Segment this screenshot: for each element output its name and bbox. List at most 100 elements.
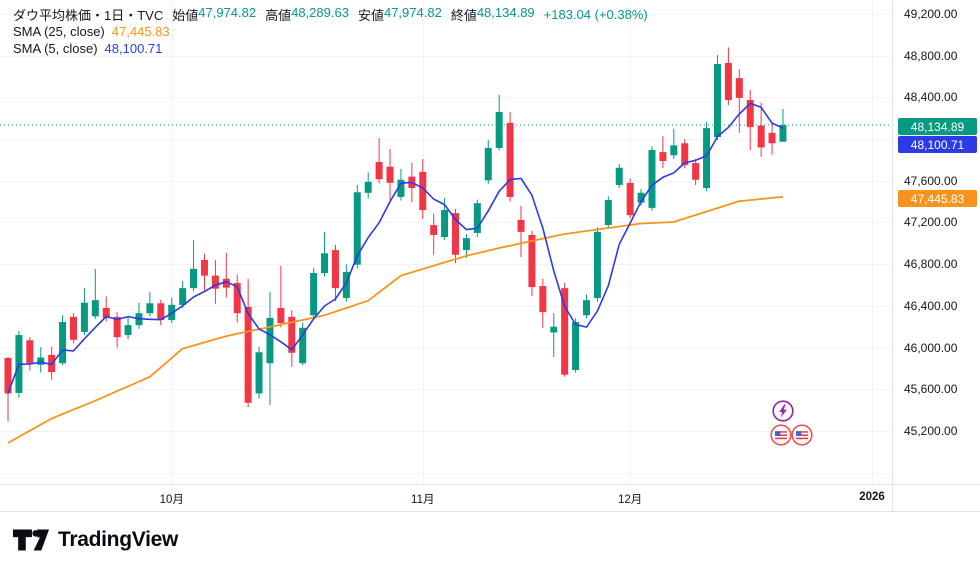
candle[interactable]	[659, 135, 667, 169]
candle[interactable]	[692, 158, 700, 185]
tradingview-logo[interactable]: TradingView	[12, 527, 178, 553]
candle[interactable]	[91, 268, 99, 319]
candle[interactable]	[746, 90, 754, 151]
candle[interactable]	[582, 294, 590, 319]
candle[interactable]	[550, 313, 558, 357]
sma5-value: 48,100.71	[104, 41, 163, 56]
candle[interactable]	[495, 94, 503, 151]
candle[interactable]	[615, 164, 623, 189]
candle[interactable]	[626, 178, 634, 219]
sma25-line[interactable]	[7, 196, 784, 444]
candle[interactable]	[200, 253, 208, 291]
ohlc-open: 始値 47,974.82	[172, 5, 256, 24]
candle[interactable]	[735, 69, 743, 133]
candle[interactable]	[244, 278, 252, 407]
candle-body	[572, 322, 580, 370]
candle[interactable]	[604, 196, 612, 229]
candle[interactable]	[59, 315, 67, 366]
candle-body	[364, 181, 372, 193]
candle-body	[506, 122, 514, 197]
candle[interactable]	[277, 265, 285, 328]
ohlc-high: 高値 48,289.63	[265, 5, 349, 24]
candle[interactable]	[168, 297, 176, 324]
candle[interactable]	[386, 148, 394, 201]
candle[interactable]	[69, 313, 77, 344]
candle-body	[681, 143, 689, 166]
candle[interactable]	[452, 208, 460, 264]
candle[interactable]	[670, 128, 678, 159]
candle-body	[4, 358, 12, 394]
candle[interactable]	[506, 111, 514, 202]
low-value: 47,974.82	[383, 5, 442, 20]
candle[interactable]	[375, 138, 383, 184]
us-flag-event-icon[interactable]	[770, 424, 792, 446]
chart-plot[interactable]	[0, 0, 892, 484]
candle[interactable]	[331, 244, 339, 302]
candle[interactable]	[113, 312, 121, 348]
candle-body	[593, 231, 601, 299]
candle[interactable]	[233, 274, 241, 323]
legend-symbol-row[interactable]: ダウ平均株価・1日・TVC 始値 47,974.82 高値 48,289.63 安値…	[13, 5, 648, 24]
price-axis[interactable]: 49,200.00 48,800.00 48,400.00 47,600.00 47,2…	[892, 0, 980, 484]
axis-corner-separator	[892, 485, 893, 511]
candle[interactable]	[26, 337, 34, 371]
candle-body	[539, 286, 547, 313]
sma5-line[interactable]	[7, 102, 784, 394]
candle[interactable]	[321, 231, 329, 277]
candle[interactable]	[146, 291, 154, 317]
candle[interactable]	[37, 347, 45, 373]
candle[interactable]	[768, 122, 776, 155]
candle[interactable]	[4, 356, 12, 422]
candle[interactable]	[757, 102, 765, 157]
candle[interactable]	[266, 291, 274, 405]
candle-body	[146, 303, 154, 314]
candle[interactable]	[255, 346, 263, 399]
candle[interactable]	[288, 310, 296, 367]
candle[interactable]	[473, 199, 481, 238]
legend-sma25-row[interactable]: SMA (25, close) 47,445.83	[13, 23, 648, 40]
candle[interactable]	[539, 278, 547, 328]
candle-body	[386, 166, 394, 183]
candle[interactable]	[211, 260, 219, 304]
candle[interactable]	[572, 318, 580, 373]
candle[interactable]	[713, 55, 721, 141]
legend-sma5-row[interactable]: SMA (5, close) 48,100.71	[13, 40, 648, 57]
time-axis[interactable]: 10月 11月 12月 2026	[0, 484, 980, 512]
candle-body	[397, 179, 405, 197]
candle-body	[626, 182, 634, 216]
candle[interactable]	[179, 280, 187, 308]
candle[interactable]	[724, 47, 732, 106]
candle-body	[375, 162, 383, 180]
candle[interactable]	[648, 146, 656, 212]
candle[interactable]	[310, 268, 318, 319]
price-axis-label: 46,400.00	[904, 298, 958, 313]
candle[interactable]	[124, 316, 132, 340]
candle[interactable]	[517, 205, 525, 257]
candle[interactable]	[561, 282, 569, 377]
ohlc-low: 安値 47,974.82	[358, 5, 442, 24]
price-badge-up: 48,134.89	[898, 118, 977, 135]
candle[interactable]	[462, 233, 470, 258]
candle[interactable]	[484, 140, 492, 184]
time-axis-label: 11月	[411, 494, 435, 506]
candle[interactable]	[80, 288, 88, 336]
economic-event-lightning-icon[interactable]	[772, 400, 794, 422]
close-value: 48,134.89	[476, 5, 535, 20]
candle[interactable]	[222, 252, 230, 298]
candle[interactable]	[593, 227, 601, 302]
candle[interactable]	[157, 299, 165, 326]
candle[interactable]	[779, 108, 787, 142]
price-axis-label: 45,600.00	[904, 382, 958, 397]
candle-body	[659, 152, 667, 161]
price-badge-sma5: 48,100.71	[898, 136, 977, 153]
candle[interactable]	[299, 322, 307, 366]
candle[interactable]	[190, 240, 198, 292]
candle[interactable]	[430, 213, 438, 255]
high-value: 48,289.63	[291, 5, 349, 20]
us-flag-event-icon[interactable]	[791, 424, 813, 446]
tradingview-mark-icon	[12, 529, 50, 551]
candle-body	[222, 278, 230, 288]
candle-body	[244, 306, 252, 403]
candle-body	[462, 238, 470, 251]
candle[interactable]	[364, 172, 372, 199]
